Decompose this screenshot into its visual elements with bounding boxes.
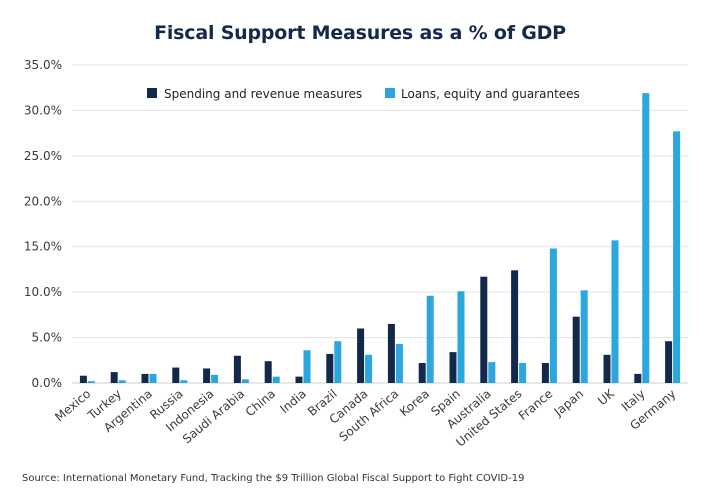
bar-loans-indonesia [211,374,219,383]
x-tick-label: China [243,387,278,420]
bar-spending-france [541,363,549,383]
source-note: Source: International Monetary Fund, Tra… [22,473,525,484]
bar-loans-germany [673,131,681,383]
bar-loans-turkey [118,380,126,383]
bar-loans-argentina [149,373,157,383]
bar-spending-russia [172,367,180,383]
legend-label-loans: Loans, equity and guarantees [401,87,580,101]
x-tick-label: Japan [551,387,586,420]
legend-swatch-loans [385,88,395,98]
bars [79,93,681,383]
bar-spending-spain [449,352,457,383]
bar-spending-australia [480,276,488,383]
bar-spending-canada [357,328,365,383]
bar-loans-mexico [87,381,95,383]
y-tick-label: 20.0% [24,194,62,208]
bar-loans-spain [457,291,465,383]
y-tick-label: 10.0% [24,285,62,299]
bar-loans-brazil [334,341,342,383]
y-axis-ticks: 0.0% 5.0% 10.0% 15.0% 20.0% 25.0% 30.0% 35.0% [24,58,62,390]
bar-spending-uk [603,354,611,383]
bar-spending-argentina [141,373,149,383]
bar-loans-australia [488,362,496,383]
bar-loans-india [303,350,311,383]
y-tick-label: 5.0% [32,331,63,345]
bar-spending-germany [665,341,673,383]
legend-swatch-spending [147,88,157,98]
y-tick-label: 25.0% [24,149,62,163]
y-tick-label: 0.0% [32,376,63,390]
bar-loans-uk [611,240,619,383]
gridlines [72,64,688,384]
y-tick-label: 35.0% [24,58,62,72]
y-tick-label: 30.0% [24,103,62,117]
bar-spending-turkey [110,372,118,383]
bar-loans-italy [642,93,650,383]
legend: Spending and revenue measures Loans, equ… [147,87,580,101]
x-tick-label: UK [595,386,618,408]
bar-loans-china [272,376,280,383]
bar-spending-south-africa [387,323,395,383]
x-tick-label: Korea [397,387,432,420]
bar-loans-russia [180,380,188,383]
bar-spending-saudi-arabia [233,355,241,383]
x-tick-label: India [277,387,309,417]
bar-spending-india [295,376,303,383]
bar-spending-mexico [79,375,87,383]
bar-spending-japan [572,316,580,383]
bar-spending-brazil [326,353,334,383]
bar-spending-korea [418,363,426,383]
bar-loans-saudi-arabia [241,379,249,383]
bar-spending-china [264,361,272,383]
chart-title: Fiscal Support Measures as a % of GDP [154,22,566,44]
bar-loans-france [549,248,557,383]
bar-loans-korea [426,295,434,383]
bar-spending-indonesia [203,368,211,383]
legend-label-spending: Spending and revenue measures [164,87,362,101]
bar-loans-canada [365,354,373,383]
bar-loans-japan [580,290,588,383]
bar-loans-south-africa [395,343,403,383]
bar-loans-united-states [519,363,527,383]
x-tick-label: France [516,387,556,423]
x-tick-label: Mexico [52,387,93,425]
bar-spending-united-states [511,270,519,383]
bar-spending-italy [634,373,642,383]
x-axis-labels: MexicoTurkeyArgentinaRussiaIndonesiaSaud… [52,386,678,450]
y-tick-label: 15.0% [24,240,62,254]
